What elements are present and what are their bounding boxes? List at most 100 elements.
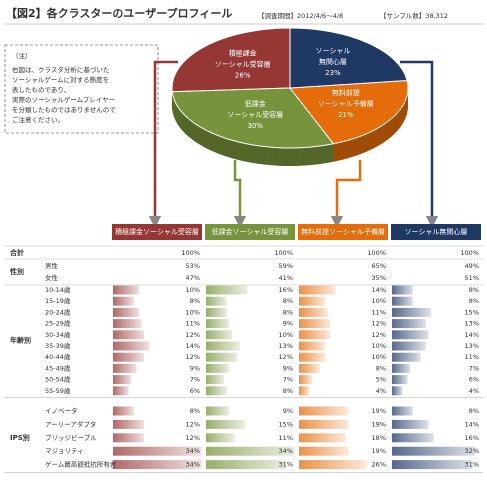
bar [392,307,431,317]
cell-value: 9% [283,407,293,415]
note-box [4,44,159,134]
bar [392,363,411,373]
cell-value: 65% [372,262,386,270]
slice-label: ソーシャル受容層 [227,110,283,119]
row-label: 30-34歳 [45,330,71,339]
cell-value: 9% [190,364,200,372]
bar [206,375,225,385]
bar [113,446,202,456]
sample: 【サンプル数】38,312 [380,11,448,20]
bar [299,296,325,306]
bar [113,419,145,429]
cell-value: 31% [465,461,479,469]
note-line: ご注意ください。 [12,115,64,124]
cell-value: 7% [283,376,293,384]
cell-value: 10% [372,297,386,305]
bar [392,386,403,396]
row-label: ブリッジピープル [45,433,97,442]
bar [113,363,137,373]
cell-value: 12% [186,420,200,428]
cell-value: 4% [376,387,386,395]
cell-value: 13% [465,342,479,350]
cell-value: 8% [190,407,200,415]
cell-value: 31% [279,461,293,469]
bar [392,285,413,295]
cell-value: 15% [465,308,479,316]
cell-value: 10% [372,353,386,361]
cell-value: 18% [372,434,386,442]
bar [206,363,230,373]
bar [299,330,331,340]
slice-label: 無料前提 [332,88,360,97]
cell-value: 34% [186,461,200,469]
cell-value: 9% [283,320,293,328]
row-label: ゲーム最高額抵抗所有者 [45,460,117,469]
cell-value: 12% [186,353,200,361]
cell-value: 8% [190,297,200,305]
bar [206,386,227,396]
bar [299,460,367,470]
column-header-text: 無料前提ソーシャル予備層 [301,227,385,236]
cell-value: 35% [372,274,386,282]
cell-value: 19% [372,420,386,428]
connector [148,60,178,229]
cell-value: 59% [279,262,293,270]
cell-value: 10% [186,286,200,294]
slice-label: 積極課金 [229,48,257,57]
bar [392,419,429,429]
cell-value: 8% [376,364,386,372]
cell-value: 34% [186,447,200,455]
connector [330,160,362,229]
cell-value: 41% [279,274,293,282]
column-header-text: ソーシャル無関心層 [405,227,468,236]
cell-value: 10% [186,308,200,316]
group-label: 年齢別 [10,335,31,344]
note-line: を分類したものではありませんので [12,105,116,114]
cell-value: 32% [465,447,479,455]
note-line: 実際のソーシャルゲームプレイヤー [12,95,115,104]
pie-slice [289,27,408,89]
bar [392,319,426,329]
row-label: 25-29歳 [45,319,71,328]
cell-value: 53% [186,262,200,270]
cell-value: 11% [186,320,200,328]
bar [113,460,202,470]
bar [299,352,325,362]
connector [400,60,439,229]
cell-value: 11% [279,434,293,442]
bar [113,341,150,351]
cell-value: 16% [465,434,479,442]
cell-value: 13% [465,320,479,328]
note-line: 右図は、クラスタ分析に基づいた [12,65,109,74]
title: 【図2】各クラスターのユーザープロフィール [6,6,232,20]
slice-value: 30% [247,122,263,130]
slice-value: 26% [235,71,251,79]
bar [206,433,235,443]
bar [206,460,287,470]
bar [206,307,227,317]
period: 【調査期間】2012/4/6～4/8 [258,11,343,20]
bar [113,330,145,340]
bar [299,446,349,456]
cell-value: 6% [469,376,479,384]
bar [206,446,295,456]
pie: 積極課金ソーシャル受容層26%低課金ソーシャル受容層30%無料前提ソーシャル予備… [171,27,409,166]
bar [206,406,230,416]
bar [299,375,312,385]
cell-value: 47% [186,274,200,282]
bar [299,285,336,295]
row-label: イノベータ [45,406,78,415]
connector [233,160,247,229]
cell-value: 15% [279,420,293,428]
bar [392,341,426,351]
bar [392,296,413,306]
bar [206,319,230,329]
bar [113,285,139,295]
cell-value: 5% [376,376,386,384]
bar [206,285,248,295]
bar [206,341,240,351]
bar [299,319,331,329]
bar [113,433,145,443]
row-label: 45-49歳 [45,363,71,372]
cell-value: 19% [372,447,386,455]
